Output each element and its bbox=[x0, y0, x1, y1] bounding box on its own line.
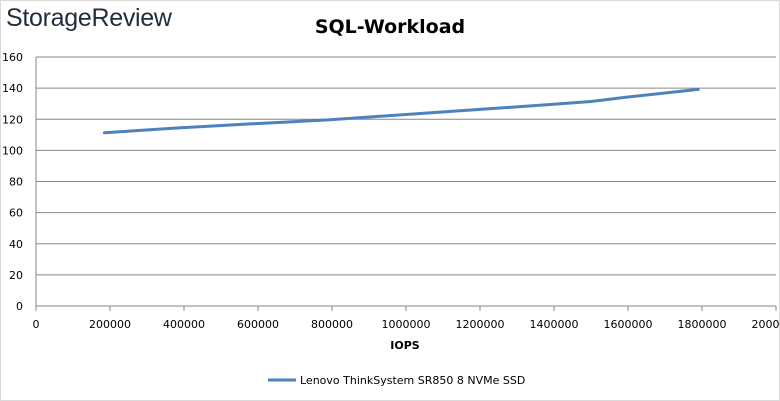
y-tick-label: 100 bbox=[2, 144, 23, 157]
legend-label: Lenovo ThinkSystem SR850 8 NVMe SSD bbox=[300, 374, 525, 387]
x-tick-label: 0 bbox=[33, 318, 40, 331]
legend: Lenovo ThinkSystem SR850 8 NVMe SSD bbox=[268, 374, 525, 387]
y-tick-labels: 0 20 40 60 80 100 120 140 160 bbox=[2, 51, 23, 313]
y-tick-label: 60 bbox=[9, 207, 23, 220]
axes bbox=[35, 57, 777, 311]
x-tick-label: 2000000 bbox=[752, 318, 780, 331]
series-line bbox=[103, 87, 700, 135]
x-tick-label: 400000 bbox=[163, 318, 205, 331]
y-tick-label: 160 bbox=[2, 51, 23, 64]
y-tick-label: 120 bbox=[2, 113, 23, 126]
x-tick-label: 1400000 bbox=[530, 318, 579, 331]
y-tick-label: 140 bbox=[2, 82, 23, 95]
chart-title: SQL-Workload bbox=[315, 16, 465, 38]
x-tick-label: 1600000 bbox=[604, 318, 653, 331]
x-tick-labels: 0 200000 400000 600000 800000 1000000 1200000 1… bbox=[33, 318, 780, 331]
y-tick-label: 80 bbox=[9, 176, 23, 189]
series-lines bbox=[103, 87, 700, 135]
x-axis-label: IOPS bbox=[390, 339, 420, 352]
gridlines bbox=[36, 56, 776, 276]
x-tick-label: 800000 bbox=[311, 318, 353, 331]
y-tick-label: 20 bbox=[9, 269, 23, 282]
y-tick-label: 40 bbox=[9, 238, 23, 251]
x-tick-label: 200000 bbox=[89, 318, 131, 331]
y-tick-label: 0 bbox=[16, 300, 23, 313]
x-tick-label: 1000000 bbox=[382, 318, 431, 331]
x-tick-label: 1200000 bbox=[456, 318, 505, 331]
x-tick-label: 600000 bbox=[237, 318, 279, 331]
x-tick-label: 1800000 bbox=[678, 318, 727, 331]
storagereview-logo: StorageReview bbox=[6, 4, 172, 32]
